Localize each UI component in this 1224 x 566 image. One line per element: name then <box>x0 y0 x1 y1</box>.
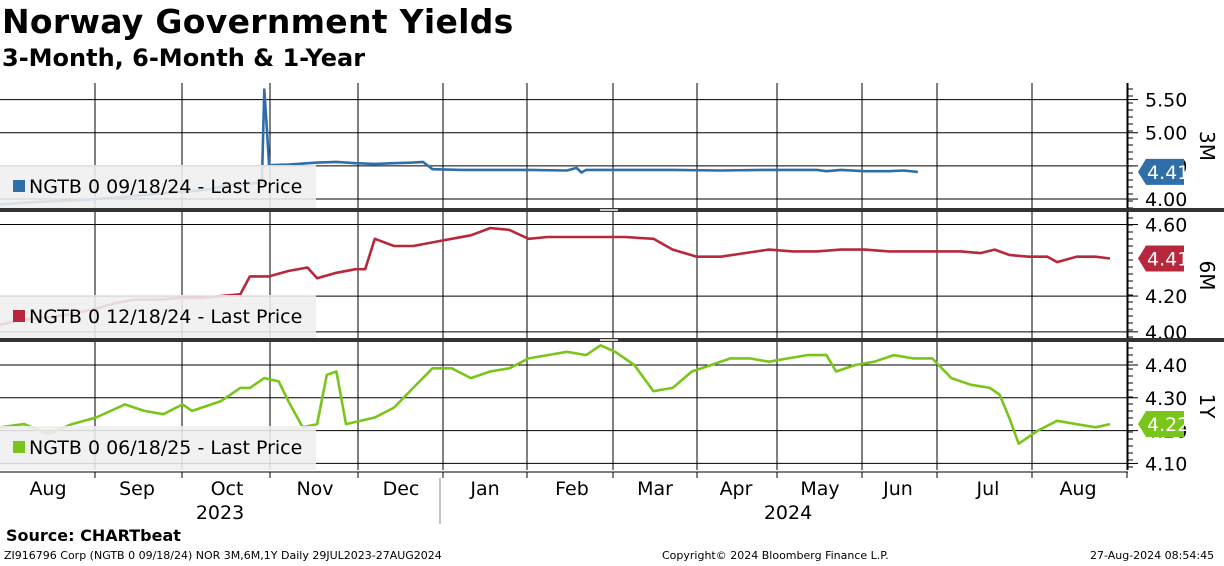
chart-title: Norway Government Yields <box>2 2 514 41</box>
y-tick-label: 4.10 <box>1145 453 1187 475</box>
legend-swatch <box>13 310 25 322</box>
chart-subtitle: 3-Month, 6-Month & 1-Year <box>2 44 366 72</box>
x-tick-label: Jun <box>882 478 913 500</box>
y-tick-label: 4.60 <box>1145 215 1187 237</box>
legend-box <box>0 165 316 209</box>
x-tick-label: Mar <box>637 478 673 500</box>
x-tick-label: Apr <box>720 478 753 500</box>
footer-ticker-info: ZI916796 Corp (NGTB 0 09/18/24) NOR 3M,6… <box>4 549 442 562</box>
last-value-badge <box>1138 411 1184 438</box>
source-label: Source: CHARTbeat <box>6 526 181 545</box>
y-tick-label: 5.00 <box>1145 123 1187 145</box>
legend-label: NGTB 0 06/18/25 - Last Price <box>29 437 302 459</box>
legend-label: NGTB 0 12/18/24 - Last Price <box>29 306 302 328</box>
legend-box <box>0 426 316 470</box>
x-tick-label: May <box>800 478 839 500</box>
panel-label: 1Y <box>1195 394 1219 420</box>
footer-timestamp: 27-Aug-2024 08:54:45 <box>1090 549 1215 562</box>
last-value-badge <box>1138 245 1184 272</box>
footer-copyright: Copyright© 2024 Bloomberg Finance L.P. <box>662 549 889 562</box>
x-tick-label: Feb <box>555 478 589 500</box>
legend-swatch <box>13 180 25 192</box>
y-tick-label: 4.30 <box>1145 388 1187 410</box>
series-line-1y <box>0 343 1111 446</box>
x-year-label: 2024 <box>764 502 812 524</box>
panel-separator-handle <box>600 339 618 341</box>
last-value-label: 4.41 <box>1147 162 1189 184</box>
panel-label: 3M <box>1195 131 1219 161</box>
panel-separator-handle <box>600 209 618 211</box>
x-tick-label: Nov <box>296 478 333 500</box>
y-tick-label: 4.40 <box>1145 355 1187 377</box>
last-value-label: 4.22 <box>1147 414 1189 436</box>
legend-box <box>0 295 316 339</box>
panel-label: 6M <box>1195 261 1219 291</box>
x-tick-label: Aug <box>1059 478 1096 500</box>
x-tick-label: Jan <box>469 478 499 500</box>
y-tick-label: 4.20 <box>1145 286 1187 308</box>
x-tick-label: Sep <box>119 478 155 500</box>
legend-label: NGTB 0 09/18/24 - Last Price <box>29 176 302 198</box>
last-value-label: 4.41 <box>1147 249 1189 271</box>
x-tick-label: Jul <box>976 478 1000 500</box>
legend-swatch <box>13 441 25 453</box>
last-value-badge <box>1138 158 1184 185</box>
x-tick-label: Oct <box>211 478 244 500</box>
x-tick-label: Aug <box>29 478 66 500</box>
x-tick-label: Dec <box>383 478 420 500</box>
y-tick-label: 4.00 <box>1145 189 1187 211</box>
y-tick-label: 5.50 <box>1145 90 1187 112</box>
x-year-label: 2023 <box>196 502 244 524</box>
